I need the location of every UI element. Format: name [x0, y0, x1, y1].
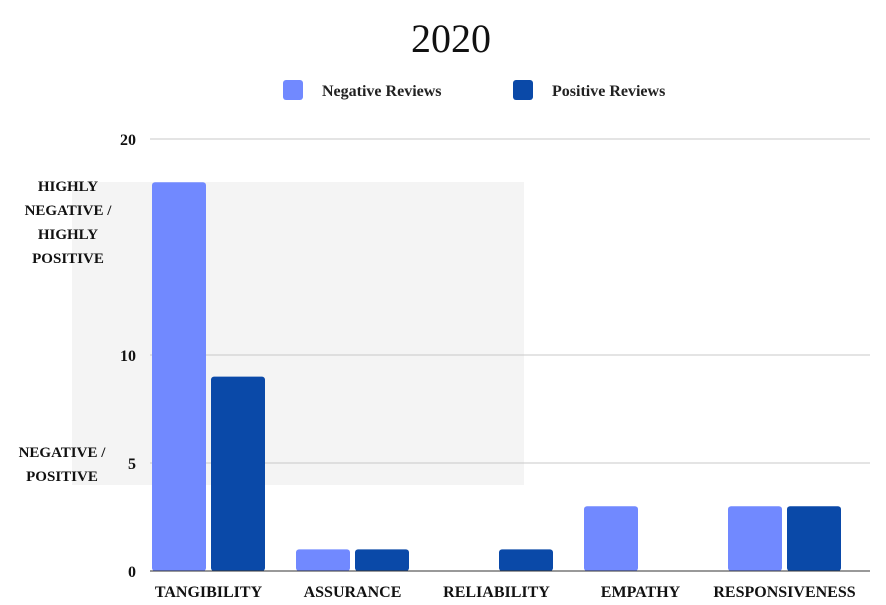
legend-swatch [513, 80, 533, 100]
annotation-highly-label: HIGHLY [38, 179, 98, 195]
x-category-label: ASSURANCE [304, 584, 402, 601]
bar-positive [499, 549, 553, 571]
annotation-highly-label: NEGATIVE / [25, 203, 113, 219]
bar-negative [728, 506, 782, 571]
annotation-moderate-label: NEGATIVE / [19, 445, 107, 461]
bar-negative [152, 182, 206, 571]
annotation-highly-label: POSITIVE [32, 251, 104, 267]
bar-positive [355, 549, 409, 571]
x-category-label: TANGIBILITY [155, 584, 263, 601]
chart-title: 2020 [411, 16, 491, 61]
y-tick-label: 0 [128, 564, 136, 581]
y-tick-label: 10 [120, 348, 136, 365]
bar-positive [787, 506, 841, 571]
highlight-band [72, 182, 524, 485]
legend-swatch [283, 80, 303, 100]
x-category-label: RESPONSIVENESS [713, 584, 855, 601]
bar-negative [296, 549, 350, 571]
y-tick-label: 5 [128, 456, 136, 473]
x-category-label: RELIABILITY [443, 584, 550, 601]
x-category-label: EMPATHY [601, 584, 681, 601]
legend-label: Positive Reviews [552, 83, 665, 100]
legend-label: Negative Reviews [322, 83, 442, 100]
y-tick-label: 20 [120, 132, 136, 149]
annotation-highly-label: HIGHLY [38, 227, 98, 243]
bar-negative [584, 506, 638, 571]
bar-positive [211, 376, 265, 571]
annotation-moderate-label: POSITIVE [26, 469, 98, 485]
